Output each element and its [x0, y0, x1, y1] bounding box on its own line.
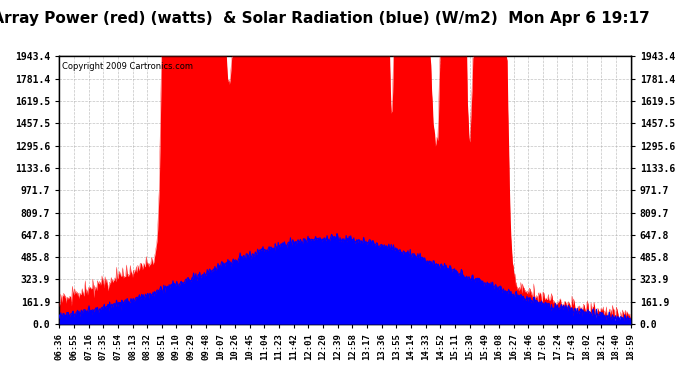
Text: Copyright 2009 Cartronics.com: Copyright 2009 Cartronics.com — [62, 62, 193, 71]
Text: West Array Power (red) (watts)  & Solar Radiation (blue) (W/m2)  Mon Apr 6 19:17: West Array Power (red) (watts) & Solar R… — [0, 11, 649, 26]
